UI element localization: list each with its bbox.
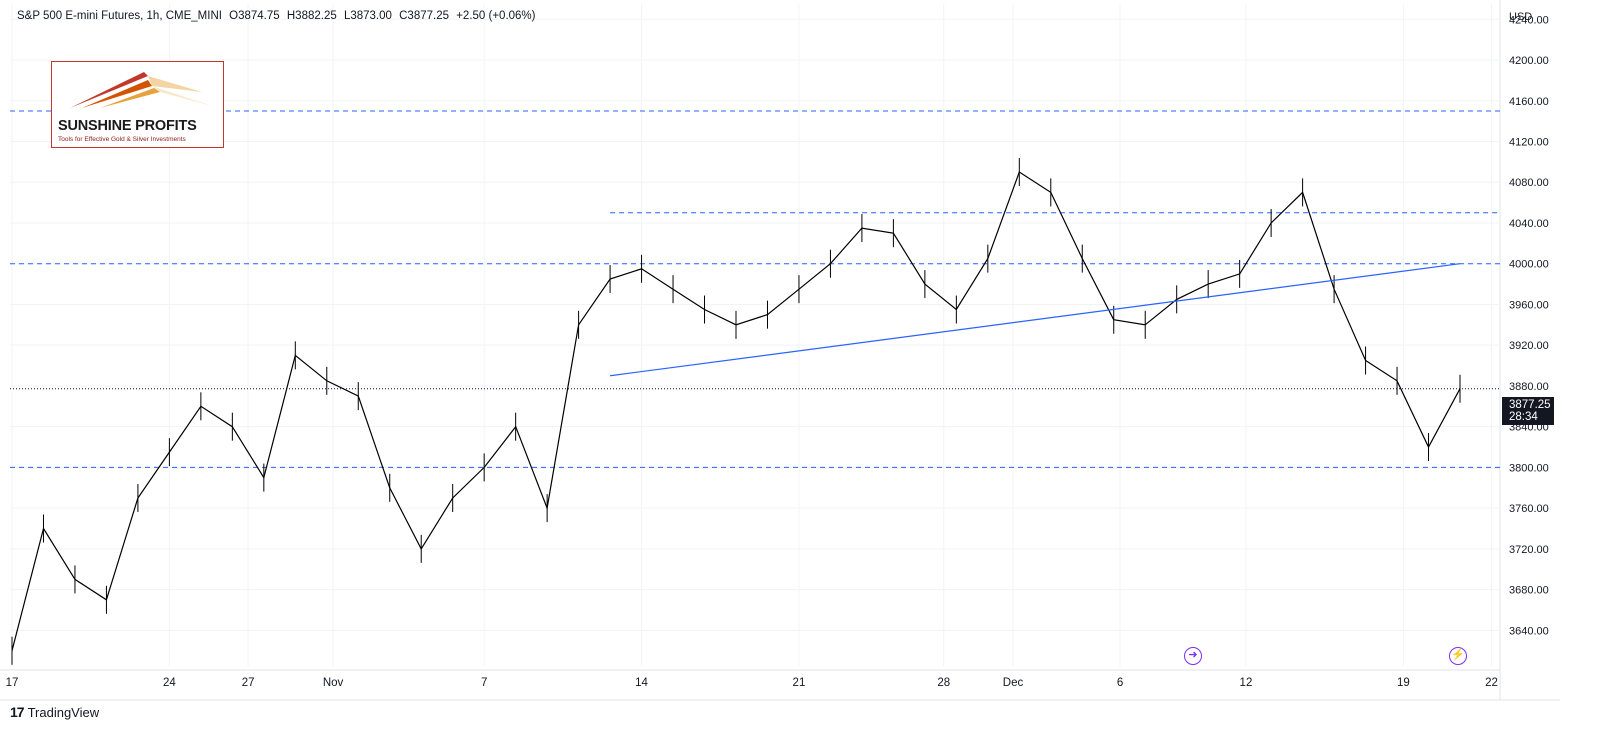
x-tick-label: Dec	[1003, 677, 1024, 689]
ascending-trend-line	[610, 263, 1461, 377]
y-tick-label: 4040.00	[1509, 218, 1549, 230]
trend-line	[610, 263, 1461, 377]
y-tick-label: 3920.00	[1509, 340, 1549, 352]
x-tick-label: 22	[1485, 677, 1498, 689]
current-price-label: 3877.25 28:34	[1502, 397, 1554, 425]
tradingview-logo-icon: 17	[10, 704, 25, 720]
y-tick-label: 4120.00	[1509, 136, 1549, 148]
y-tick-label: 4160.00	[1509, 96, 1549, 108]
y-tick-label: 4000.00	[1509, 259, 1549, 271]
logo-tagline: Tools for Effective Gold & Silver Invest…	[58, 136, 186, 143]
currency-label: USD	[1509, 11, 1532, 23]
y-tick-label: 3880.00	[1509, 381, 1549, 393]
high-value: H3882.25	[286, 10, 337, 22]
x-tick-label: 21	[793, 677, 806, 689]
x-tick-label: 6	[1117, 677, 1123, 689]
y-tick-label: 3680.00	[1509, 585, 1549, 597]
lightning-icon[interactable]: ⚡	[1449, 647, 1467, 665]
chart-grid	[0, 0, 1560, 701]
y-tick-label: 3800.00	[1509, 462, 1549, 474]
y-tick-label: 4080.00	[1509, 177, 1549, 189]
x-tick-label: 7	[481, 677, 487, 689]
close-value: C3877.25	[399, 10, 449, 22]
y-tick-label: 3720.00	[1509, 544, 1549, 556]
y-tick-label: 3960.00	[1509, 299, 1549, 311]
logo-name: SUNSHINE PROFITS	[58, 118, 197, 134]
change-value: +2.50 (+0.06%)	[456, 10, 536, 22]
x-tick-label: Nov	[323, 677, 344, 689]
bar-countdown: 28:34	[1509, 411, 1538, 423]
y-tick-label: 4240.00	[1509, 14, 1549, 26]
y-tick-label: 4200.00	[1509, 55, 1549, 67]
symbol-header: S&P 500 E-mini Futures, 1h, CME_MINI O38…	[17, 10, 539, 22]
x-tick-label: 17	[6, 677, 19, 689]
y-tick-label: 3760.00	[1509, 503, 1549, 515]
low-value: L3873.00	[343, 10, 392, 22]
y-tick-label: 3640.00	[1509, 625, 1549, 637]
x-tick-label: 14	[635, 677, 648, 689]
x-tick-label: 19	[1397, 677, 1410, 689]
x-tick-label: 28	[937, 677, 950, 689]
time-axis[interactable]: 17 24 27 Nov 7 14 21 28 Dec 6 12 19 22	[6, 677, 1498, 689]
price-line	[11, 171, 1461, 651]
logo-rays-icon	[70, 72, 212, 108]
x-tick-label: 27	[242, 677, 255, 689]
tradingview-brand[interactable]: 17 TradingView	[10, 704, 99, 720]
tradingview-label: TradingView	[27, 704, 100, 720]
x-tick-label: 12	[1240, 677, 1253, 689]
price-series	[11, 158, 1461, 665]
open-value: O3874.75	[229, 10, 280, 22]
x-tick-label: 24	[163, 677, 176, 689]
forward-arrow-icon[interactable]: ➜	[1184, 647, 1202, 665]
current-price: 3877.25	[1509, 399, 1551, 411]
sunshine-profits-logo: SUNSHINE PROFITS Tools for Effective Gol…	[51, 61, 224, 148]
symbol-title[interactable]: S&P 500 E-mini Futures, 1h, CME_MINI	[17, 10, 222, 22]
horizontal-levels	[10, 110, 1500, 468]
